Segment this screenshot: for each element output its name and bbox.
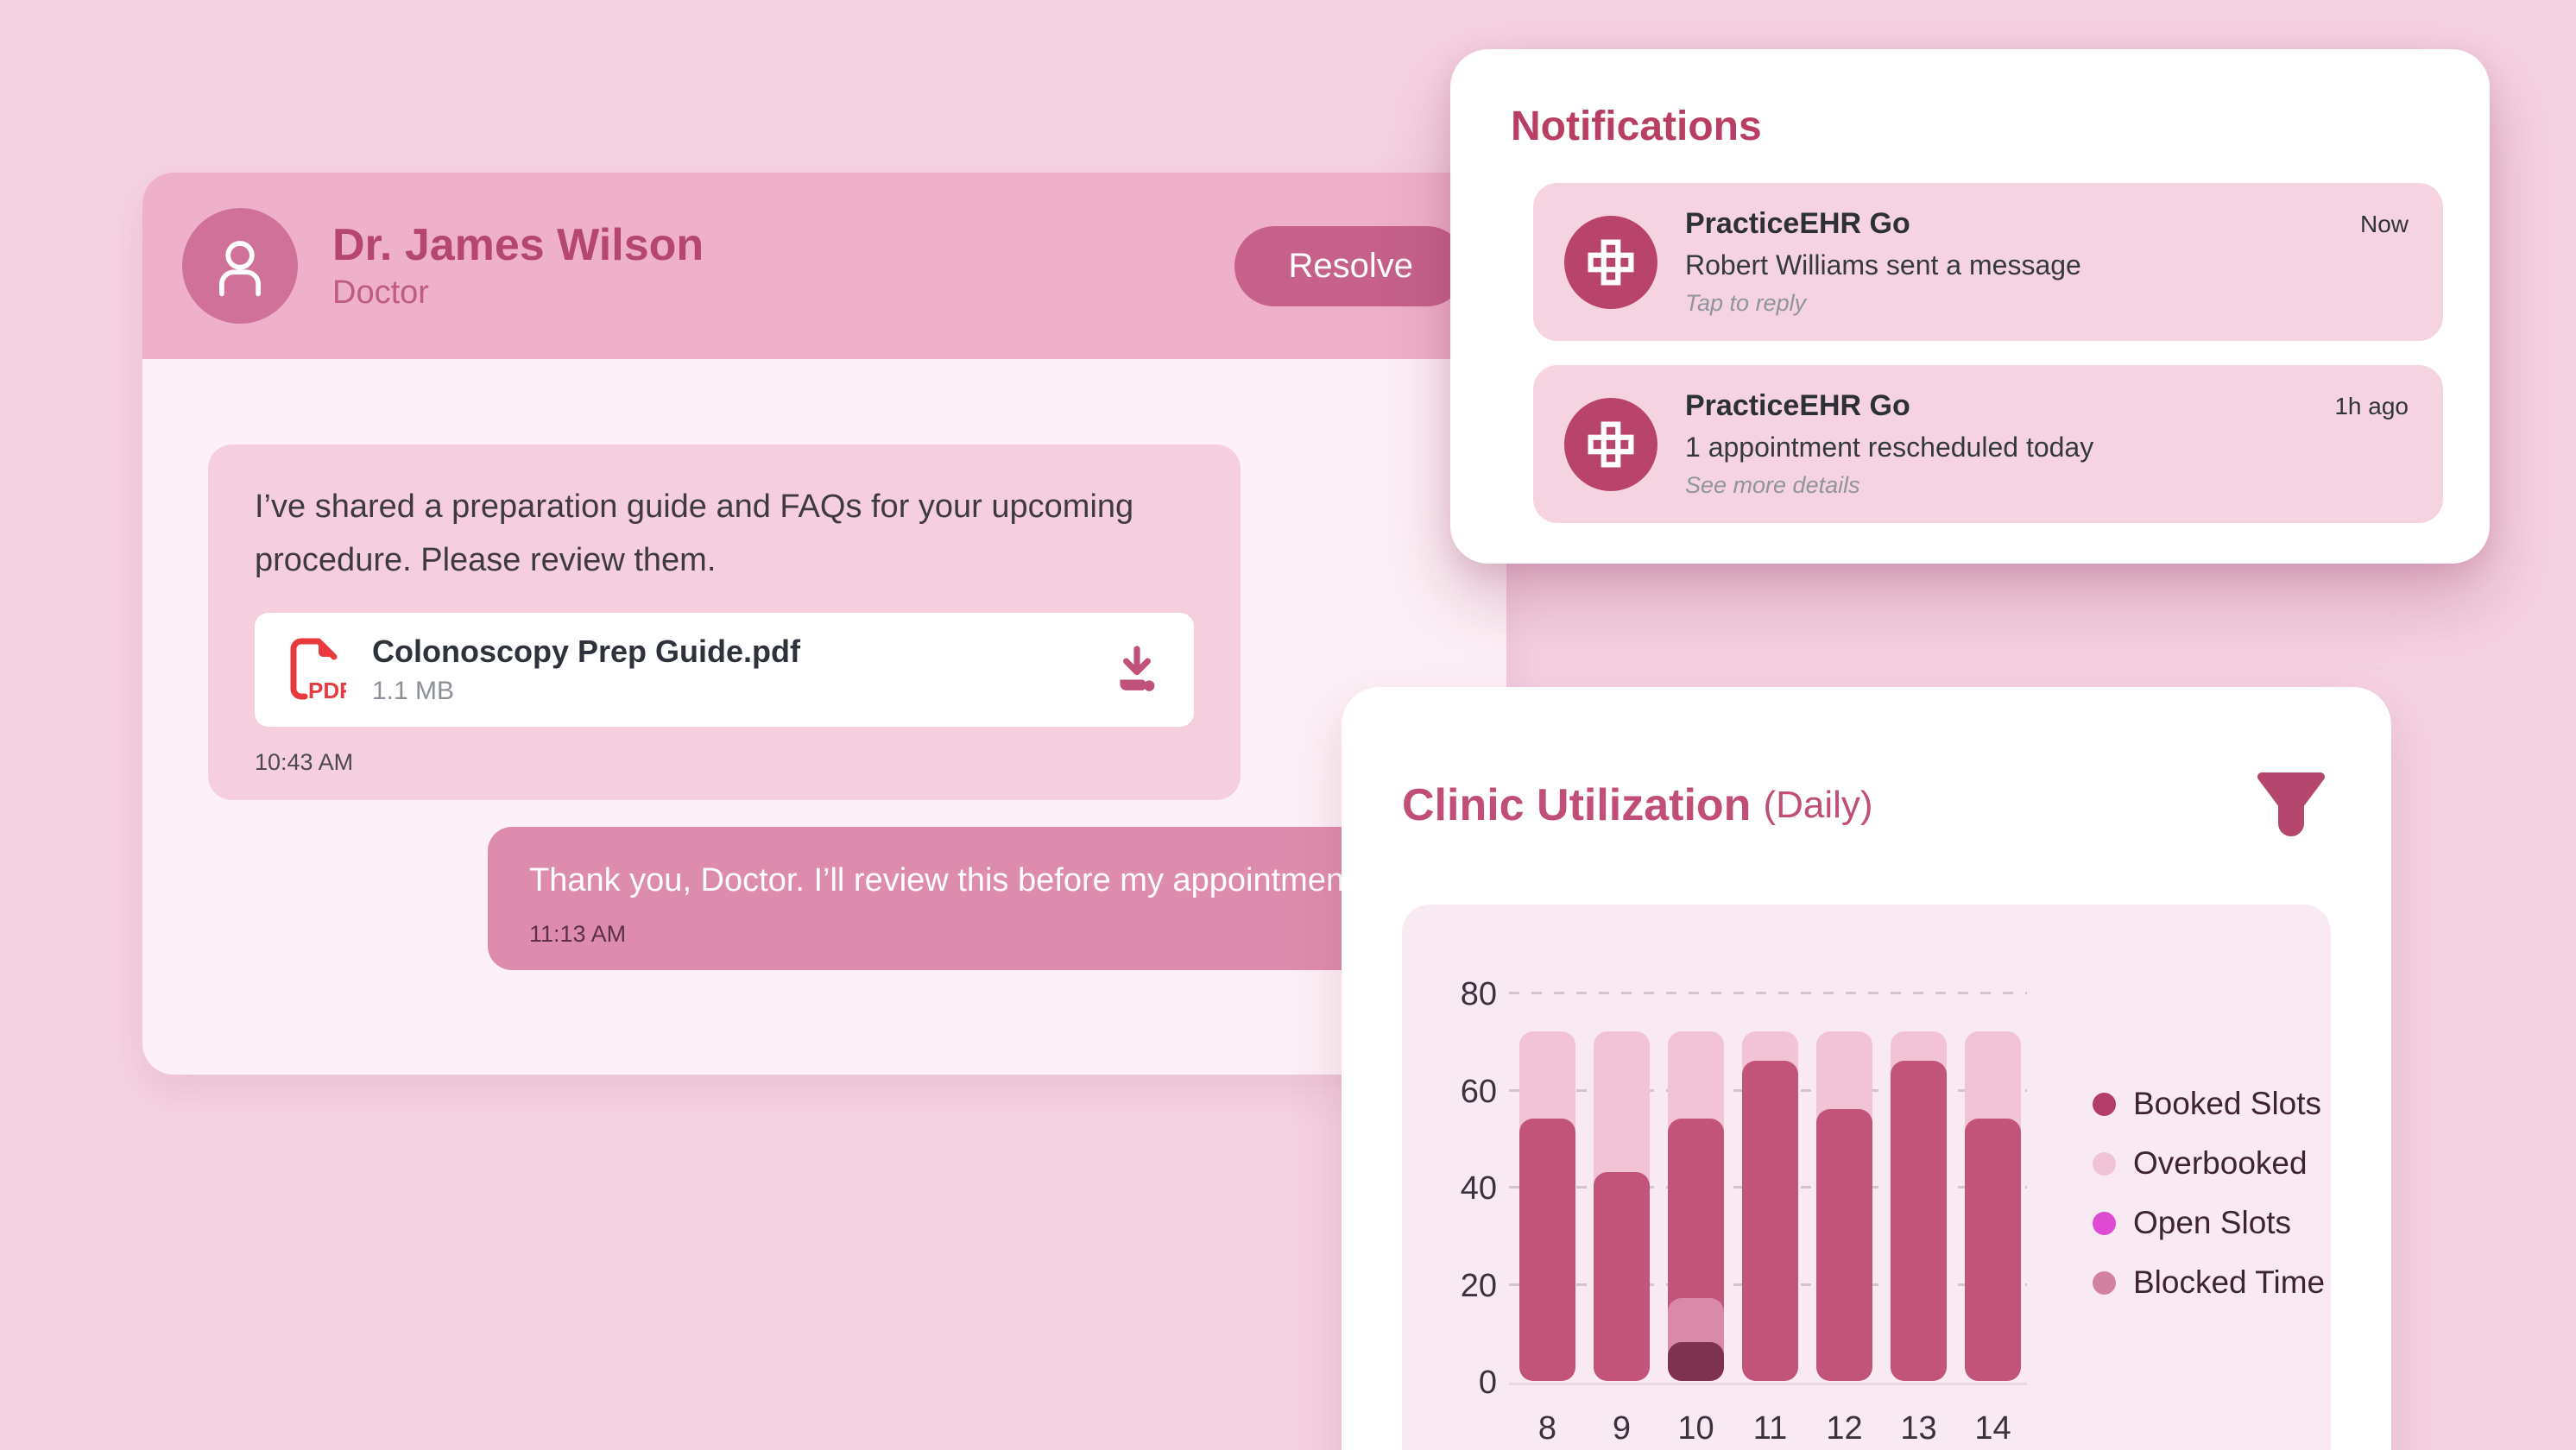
filter-button[interactable] <box>2255 770 2327 840</box>
x-axis-tick: 9 <box>1612 1410 1632 1447</box>
file-meta: Colonoscopy Prep Guide.pdf 1.1 MB <box>372 634 800 706</box>
y-axis-tick: 20 <box>1460 1267 1497 1304</box>
x-axis-tick: 11 <box>1752 1410 1788 1447</box>
pdf-file-icon: PDF <box>290 638 346 703</box>
gridline-y80 <box>1509 992 2027 994</box>
notification-message: Robert Williams sent a message <box>1685 249 2081 281</box>
notification-item[interactable]: PracticeEHR Go Robert Williams sent a me… <box>1533 183 2443 341</box>
x-axis-tick: 12 <box>1826 1410 1863 1447</box>
notification-app-name: PracticeEHR Go <box>1685 389 1910 422</box>
received-message-time: 10:43 AM <box>255 749 354 776</box>
legend-item: Open Slots <box>2093 1205 2325 1241</box>
legend-swatch-icon <box>2093 1211 2116 1235</box>
legend-item: Booked Slots <box>2093 1086 2325 1122</box>
chart-legend: Booked Slots Overbooked Open Slots Blocked … <box>2093 1086 2325 1301</box>
legend-label: Booked Slots <box>2133 1086 2322 1121</box>
received-message-text: I’ve shared a preparation guide and FAQs… <box>255 489 1134 578</box>
file-name: Colonoscopy Prep Guide.pdf <box>372 634 801 670</box>
medical-cross-icon <box>1588 239 1634 285</box>
x-axis-tick: 10 <box>1677 1410 1714 1447</box>
practiceehr-logo <box>1564 397 1657 491</box>
bar-segment-hour-13[interactable] <box>1891 1060 1947 1381</box>
notifications-panel: Notifications PracticeEHR Go Robert Will… <box>1450 49 2490 564</box>
legend-swatch-icon <box>2093 1092 2116 1116</box>
y-axis-tick: 60 <box>1460 1073 1497 1110</box>
notifications-list: PracticeEHR Go Robert Williams sent a me… <box>1511 183 2443 523</box>
y-axis-tick: 40 <box>1460 1170 1497 1207</box>
legend-label: Overbooked <box>2133 1145 2308 1181</box>
legend-swatch-icon <box>2093 1270 2116 1295</box>
notification-timestamp: 1h ago <box>2334 393 2409 419</box>
legend-label: Open Slots <box>2133 1205 2292 1240</box>
bar-segment-hour-10[interactable] <box>1668 1342 1724 1381</box>
notification-app-name: PracticeEHR Go <box>1685 207 1910 240</box>
contact-name: Dr. James Wilson <box>332 220 704 270</box>
chat-header: Dr. James Wilson Doctor Resolve <box>142 173 1506 359</box>
practiceehr-logo <box>1564 215 1657 309</box>
legend-item: Blocked Time <box>2093 1264 2325 1301</box>
medical-cross-icon <box>1588 421 1634 467</box>
person-icon <box>219 241 261 297</box>
clinic-utilization-card: Clinic Utilization (Daily) 0 20 40 60 80 8 9 10… <box>1342 687 2391 1450</box>
chart-plot-area: 0 20 40 60 80 8 9 10 11 12 13 14 Booked Slots Overboo… <box>1402 905 2331 1450</box>
file-attachment[interactable]: PDF Colonoscopy Prep Guide.pdf 1.1 MB <box>255 613 1194 728</box>
resolve-button[interactable]: Resolve <box>1234 225 1467 306</box>
y-axis-tick: 80 <box>1460 976 1497 1012</box>
x-axis-tick: 13 <box>1900 1410 1937 1447</box>
notification-body: PracticeEHR Go 1 appointment rescheduled… <box>1685 389 2093 499</box>
x-axis-tick: 8 <box>1537 1410 1557 1447</box>
sent-message-time: 11:13 AM <box>529 921 627 948</box>
notification-message: 1 appointment rescheduled today <box>1685 432 2094 463</box>
notification-action-hint[interactable]: See more details <box>1685 472 1860 498</box>
filter-funnel-icon <box>2257 772 2325 836</box>
contact-role: Doctor <box>332 274 429 311</box>
sent-message-bubble: Thank you, Doctor. I’ll review this befo… <box>488 827 1506 971</box>
avatar <box>182 208 298 324</box>
notification-body: PracticeEHR Go Robert Williams sent a me… <box>1685 207 2081 317</box>
y-axis-tick: 0 <box>1478 1365 1497 1401</box>
chart-header: Clinic Utilization (Daily) <box>1342 687 2391 840</box>
notification-item[interactable]: PracticeEHR Go 1 appointment rescheduled… <box>1533 365 2443 523</box>
bar-segment-hour-9[interactable] <box>1594 1172 1650 1381</box>
bar-segment-hour-14[interactable] <box>1965 1119 2021 1381</box>
chat-card: Dr. James Wilson Doctor Resolve I’ve sha… <box>142 173 1506 1075</box>
sent-message-text: Thank you, Doctor. I’ll review this befo… <box>529 862 1363 898</box>
x-axis-line <box>1509 1383 2027 1385</box>
notifications-title: Notifications <box>1511 104 1762 149</box>
chart-subtitle: (Daily) <box>1763 783 1873 826</box>
svg-text:PDF: PDF <box>308 678 346 703</box>
notification-action-hint[interactable]: Tap to reply <box>1685 290 1807 316</box>
bar-segment-hour-8[interactable] <box>1519 1119 1575 1381</box>
download-icon <box>1120 645 1155 691</box>
legend-label: Blocked Time <box>2133 1264 2326 1300</box>
received-message-bubble: I’ve shared a preparation guide and FAQs… <box>208 444 1241 801</box>
legend-item: Overbooked <box>2093 1145 2325 1182</box>
notification-timestamp: Now <box>2359 211 2409 237</box>
legend-swatch-icon <box>2093 1151 2116 1176</box>
chart-title: Clinic Utilization <box>1402 779 1752 830</box>
x-axis-tick: 14 <box>1974 1410 2011 1447</box>
download-button[interactable] <box>1109 641 1165 699</box>
bar-segment-hour-11[interactable] <box>1742 1060 1798 1381</box>
file-size: 1.1 MB <box>372 677 455 706</box>
chat-contact: Dr. James Wilson Doctor <box>332 223 704 309</box>
bar-segment-hour-12[interactable] <box>1816 1109 1872 1381</box>
